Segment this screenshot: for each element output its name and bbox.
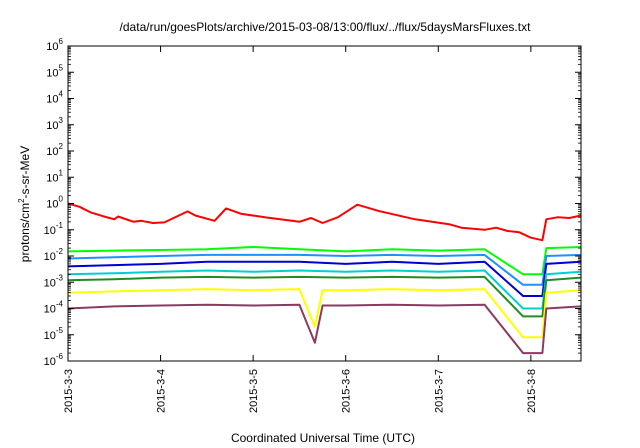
x-axis: 2015-3-3 2015-3-4 2015-3-5 2015-3-6 2015-3-7… [63,46,538,413]
series-line-3 [67,253,582,286]
series-line-7 [67,288,582,339]
y-tick-label: 10-6 [44,352,64,368]
y-tick-label: 10-5 [44,326,64,342]
y-axis-title-superscript: 2 [17,198,26,203]
series-line-2 [67,246,582,276]
y-tick-label: 10-3 [44,273,64,289]
y-tick-label: 10-1 [44,221,64,237]
series-line-8 [67,303,582,355]
y-tick-label: 101 [46,168,63,184]
y-tick-label: 100 [46,195,63,211]
series-line-4 [67,260,582,297]
y-tick-label: 106 [46,37,63,53]
y-tick-label: 10-2 [44,247,64,263]
y-tick-label: 103 [46,116,63,132]
x-tick-label: 2015-3-5 [248,369,260,413]
y-axis-title-main: protons/cm [18,203,32,262]
y-tick-label: 102 [46,142,63,158]
x-axis-title: Coordinated Universal Time (UTC) [231,431,415,445]
y-axis: 10-6 10-5 10-4 10-3 10-2 10-1 100 101 102 103 104 1… [44,37,581,368]
y-tick-label: 10-4 [44,300,64,316]
y-tick-label: 105 [46,63,63,79]
series-line-6 [67,275,582,318]
series-line-5 [67,269,582,310]
y-axis-title: protons/cm2-s-sr-MeV [17,146,32,262]
x-tick-label: 2015-3-8 [526,369,538,413]
series-line-1 [67,202,582,242]
x-tick-label: 2015-3-3 [63,369,75,413]
chart-title: /data/run/goesPlots/archive/2015-03-08/1… [120,20,532,34]
x-tick-label: 2015-3-4 [156,369,168,413]
x-tick-label: 2015-3-6 [341,369,353,413]
y-tick-label: 104 [46,90,63,106]
series-layer [67,202,582,355]
x-tick-label: 2015-3-7 [433,369,445,413]
y-axis-title-rest: -s-sr-MeV [18,146,32,199]
